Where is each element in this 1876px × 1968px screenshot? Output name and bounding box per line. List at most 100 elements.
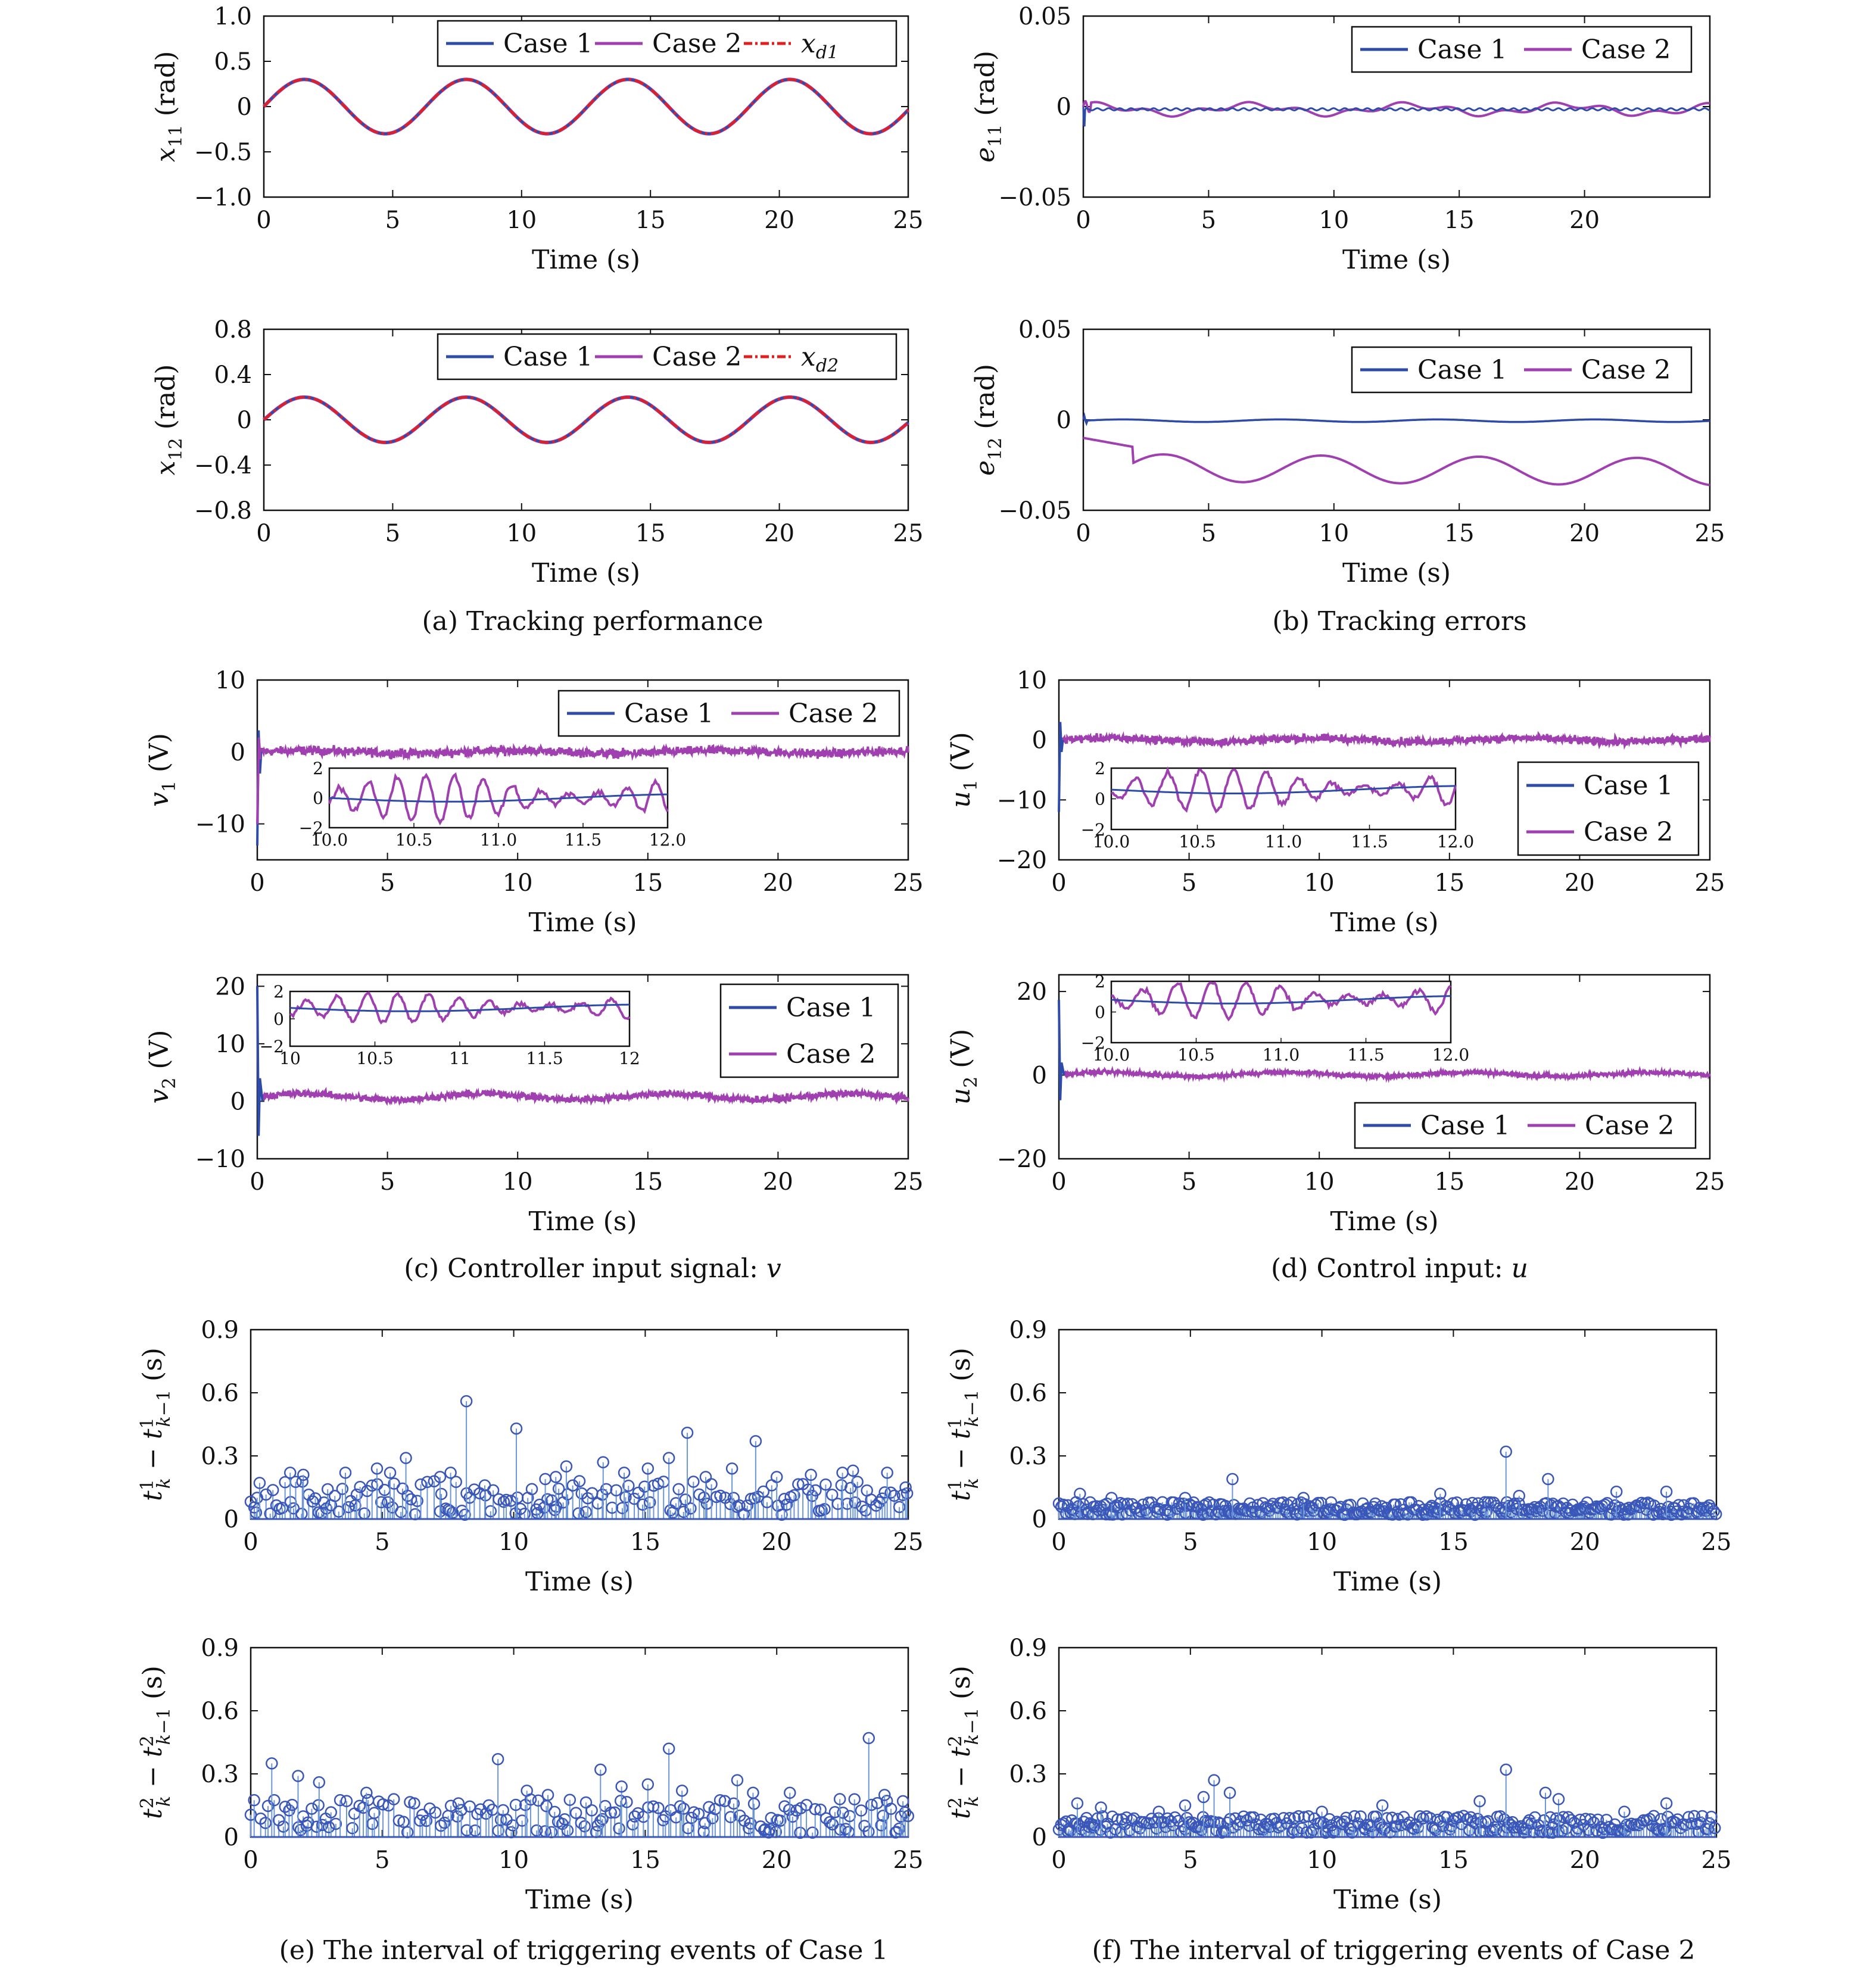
stem-marker bbox=[706, 1811, 719, 1824]
y-axis-label-part: 2 bbox=[945, 1797, 966, 1808]
y-axis-label-part: 1 bbox=[137, 1479, 158, 1490]
stem-marker bbox=[814, 1803, 827, 1816]
stem-marker bbox=[1249, 1505, 1262, 1518]
stem-marker bbox=[884, 1802, 898, 1815]
stem-marker bbox=[1244, 1497, 1256, 1510]
legend-label: Case 2 bbox=[1581, 35, 1671, 65]
y-tick-label: 10 bbox=[215, 1031, 245, 1058]
y-tick-label: 0.9 bbox=[1009, 1635, 1047, 1662]
stem-marker bbox=[604, 1806, 618, 1819]
x-tick-label: 0 bbox=[243, 1529, 258, 1556]
stem-marker bbox=[724, 1811, 737, 1823]
x-tick-label: 5 bbox=[1183, 1529, 1198, 1556]
stem-marker bbox=[826, 1488, 839, 1501]
stem-marker bbox=[1657, 1824, 1670, 1836]
stem-marker bbox=[1565, 1814, 1578, 1826]
y-tick-label: 0 bbox=[224, 1506, 239, 1533]
x-tick-label: 10 bbox=[1304, 869, 1335, 897]
stem-marker bbox=[610, 1484, 622, 1497]
stem-marker bbox=[1707, 1505, 1720, 1518]
legend-box bbox=[557, 690, 900, 737]
y-axis-label-part: x bbox=[151, 147, 181, 162]
x-tick-label: 10 bbox=[503, 869, 533, 897]
y-axis-label-part: t bbox=[946, 1746, 976, 1757]
y-tick-label: 0.6 bbox=[201, 1698, 239, 1725]
stem-marker bbox=[1500, 1763, 1512, 1776]
x-tick-label: 0 bbox=[1076, 520, 1090, 547]
x-axis-label: Time (s) bbox=[1333, 1885, 1442, 1915]
stem-marker bbox=[685, 1811, 698, 1824]
inset-y-tick-label: 0 bbox=[1095, 790, 1105, 809]
y-tick-label: 0.3 bbox=[201, 1443, 239, 1470]
stem-marker bbox=[679, 1493, 692, 1506]
stem-marker bbox=[1283, 1812, 1296, 1824]
stem-marker bbox=[1292, 1810, 1305, 1823]
x-tick-label: 0 bbox=[1076, 207, 1090, 234]
stem-marker bbox=[831, 1498, 844, 1510]
x-tick-label: 20 bbox=[763, 869, 793, 897]
series-reference-line bbox=[263, 78, 909, 135]
y-tick-label: −0.8 bbox=[194, 497, 252, 525]
stem-marker bbox=[878, 1789, 891, 1801]
stem-marker bbox=[899, 1481, 912, 1494]
stem-marker bbox=[1584, 1813, 1597, 1826]
stem-marker bbox=[819, 1812, 833, 1824]
stem-marker bbox=[375, 1496, 388, 1508]
stem-marker bbox=[401, 1489, 414, 1502]
stem-marker bbox=[761, 1496, 774, 1508]
series-case2-line bbox=[261, 1087, 909, 1106]
inset-x-tick-label: 10.0 bbox=[1093, 832, 1130, 852]
x-axis-label: Time (s) bbox=[528, 1206, 637, 1237]
legend-label: Case 2 bbox=[789, 698, 878, 729]
stem-marker bbox=[613, 1822, 625, 1835]
x-tick-label: 20 bbox=[1565, 1168, 1595, 1196]
stem-marker bbox=[1647, 1810, 1660, 1822]
stem-marker bbox=[1285, 1496, 1298, 1509]
y-tick-label: 0.6 bbox=[1009, 1698, 1047, 1725]
x-tick-label: 15 bbox=[635, 207, 666, 234]
stem-marker bbox=[460, 1395, 473, 1408]
stem-marker bbox=[741, 1499, 754, 1512]
legend-label-part: d2 bbox=[816, 355, 839, 376]
stem-marker bbox=[844, 1482, 857, 1495]
stem-marker bbox=[1530, 1505, 1543, 1517]
y-tick-label: 0.8 bbox=[214, 316, 252, 344]
y-axis-label-part: u bbox=[946, 791, 976, 807]
y-tick-label: −1.0 bbox=[194, 184, 252, 211]
stem-marker bbox=[578, 1820, 591, 1833]
stem-marker bbox=[1473, 1795, 1486, 1808]
stem-marker bbox=[1197, 1791, 1210, 1804]
stem-marker bbox=[1226, 1473, 1239, 1486]
stem-marker bbox=[783, 1804, 796, 1816]
stem-marker bbox=[376, 1798, 389, 1811]
y-tick-label: 0 bbox=[224, 1824, 239, 1851]
x-tick-label: 20 bbox=[762, 1847, 792, 1874]
stem-marker bbox=[877, 1810, 890, 1822]
stem-marker bbox=[1660, 1797, 1673, 1810]
stem-marker bbox=[478, 1479, 491, 1492]
y-axis-label-part: k bbox=[962, 1796, 983, 1807]
y-axis-label-part: t bbox=[946, 1808, 976, 1819]
stem-marker bbox=[893, 1501, 906, 1514]
stem-marker bbox=[497, 1495, 510, 1508]
stem-marker bbox=[1118, 1818, 1132, 1830]
x-tick-label: 0 bbox=[1051, 1847, 1066, 1874]
stem-marker bbox=[446, 1507, 459, 1519]
stem-marker bbox=[313, 1776, 326, 1789]
inset-frame bbox=[328, 767, 669, 829]
x-axis-label: Time (s) bbox=[525, 1885, 634, 1915]
legend-box bbox=[1351, 346, 1693, 394]
y-axis-label-part: 12 bbox=[166, 438, 186, 460]
x-tick-label: 0 bbox=[1051, 1168, 1066, 1196]
y-axis-label-part: v bbox=[144, 1089, 174, 1104]
series-case2-line bbox=[1061, 731, 1711, 750]
y-axis-label-part: t bbox=[946, 1490, 976, 1501]
stem-marker bbox=[329, 1817, 342, 1830]
stem-marker bbox=[579, 1796, 593, 1809]
stem-marker bbox=[1660, 1485, 1673, 1498]
inset-series-case1 bbox=[289, 1003, 630, 1012]
stem-marker bbox=[1378, 1823, 1391, 1836]
y-tick-label: 0 bbox=[1032, 1824, 1047, 1851]
